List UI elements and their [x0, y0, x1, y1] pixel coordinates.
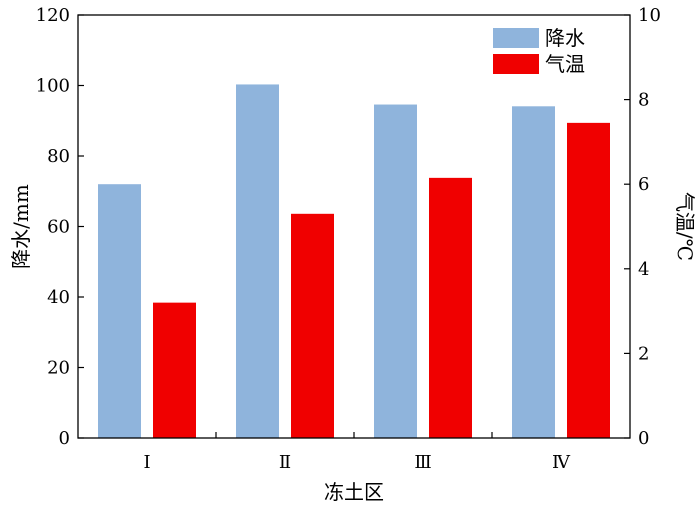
y-left-tick-label: 20 [47, 358, 70, 379]
bar-precip-2 [236, 84, 279, 438]
bar-precip-3 [374, 104, 417, 438]
y-axis-right-title: 气温/℃ [673, 192, 697, 261]
bars-group [98, 84, 610, 439]
x-tick-label: Ⅰ [143, 452, 150, 473]
bar-precip-4 [512, 106, 555, 439]
bar-precip-1 [98, 184, 141, 438]
legend-swatch-precip [493, 28, 539, 48]
y-right-tick-label: 2 [638, 343, 649, 364]
y-left-tick-label: 80 [47, 146, 70, 167]
legend-label-temp: 气温 [545, 52, 585, 76]
y-left-tick-label: 40 [47, 287, 70, 308]
y-left-tick-label: 100 [36, 76, 70, 97]
y-left-tick-label: 120 [36, 5, 70, 26]
x-tick-label: Ⅲ [414, 452, 431, 473]
ticks-group: 0 20 40 60 80 100 120 0 2 4 6 8 10 Ⅰ Ⅱ Ⅲ Ⅳ [36, 5, 661, 473]
legend-swatch-temp [493, 54, 539, 74]
y-left-tick-label: 60 [47, 217, 70, 238]
y-right-tick-label: 0 [638, 428, 649, 449]
bar-temp-2 [291, 213, 334, 438]
x-tick-label: Ⅱ [279, 452, 291, 473]
bar-temp-3 [429, 177, 472, 439]
x-axis-title: 冻土区 [324, 480, 384, 504]
y-right-tick-label: 8 [638, 90, 649, 111]
x-tick-label: Ⅳ [552, 452, 571, 473]
y-axis-left-title: 降水/mm [9, 184, 33, 269]
y-left-tick-label: 0 [59, 428, 70, 449]
y-right-tick-label: 10 [638, 5, 661, 26]
legend-label-precip: 降水 [545, 26, 585, 50]
bar-temp-1 [153, 302, 196, 438]
y-right-tick-label: 6 [638, 174, 649, 195]
bar-temp-4 [567, 122, 610, 439]
y-right-tick-label: 4 [638, 259, 649, 280]
